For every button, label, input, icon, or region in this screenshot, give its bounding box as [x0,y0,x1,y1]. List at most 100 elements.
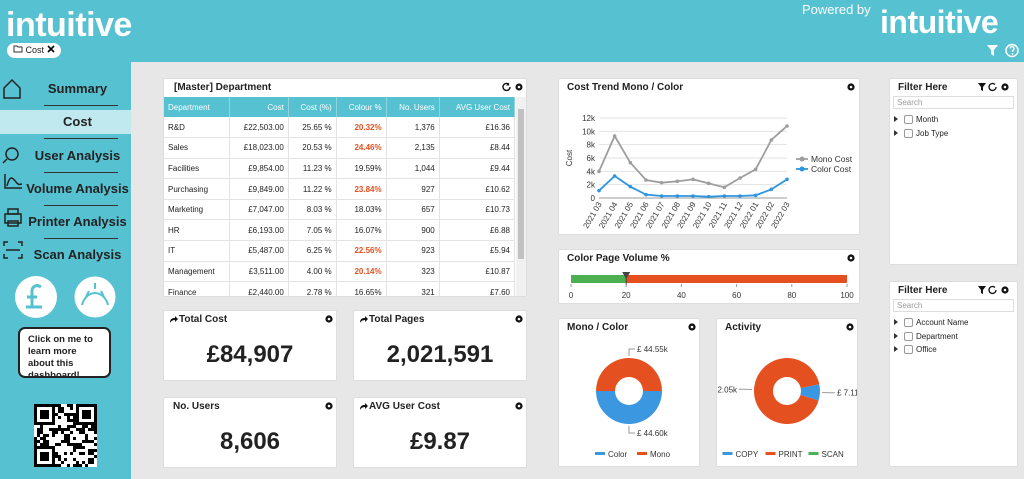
qr-cell [82,410,85,413]
kpi-title: Total Cost [179,314,228,325]
filter-chip[interactable]: Cost [7,43,61,58]
table-cell: 24.46% [336,137,387,159]
qr-cell [91,458,94,461]
qr-cell [43,446,46,449]
filter-tools[interactable] [978,285,1010,295]
action-buttons[interactable] [14,275,118,319]
legend-label: PRINT [779,450,803,459]
qr-cell [55,464,58,467]
legend-label: Mono Cost [811,154,853,164]
table-cell: 323 [386,261,440,283]
qr-cell [85,422,88,425]
qr-cell [46,458,49,461]
settings-icon[interactable] [846,82,856,92]
logo[interactable]: intuitive [6,6,132,44]
qr-cell [82,431,85,434]
settings-icon[interactable] [324,314,334,324]
filter-item[interactable]: Department [894,331,958,342]
scroll-thumb[interactable] [518,109,524,259]
scrollbar[interactable] [516,97,526,296]
nav-item[interactable]: User Analysis [34,148,121,163]
table-cell: 321 [386,281,440,296]
qr-cell [85,413,88,416]
qr-cell [40,404,43,407]
table-cell: 16.65% [336,281,387,296]
table-row: Marketing £7,047.00 8.03 % 18.03% 657 £10.73 [164,199,516,221]
nav-item[interactable]: Summary [47,81,108,96]
table-cell: £3,511.00 [229,261,289,283]
filter-icon [978,83,986,91]
settings-icon[interactable] [514,314,524,324]
arrow [894,332,898,339]
help-callout[interactable]: Click on me to learn more about this das… [18,327,111,381]
settings-icon[interactable] [845,322,855,332]
qr-cell [85,437,88,440]
table-cell: £8.44 [439,137,516,159]
nav-item[interactable]: Printer Analysis [28,214,127,229]
series-point [612,174,617,178]
legend-swatch [595,452,605,455]
qr-cell [34,404,37,407]
donut-chart: £ 7.11k £ 82.05k COPY PRINT SCAN [717,358,857,459]
filter-panel: Filter Here Search Account Name Department O… [889,281,1018,467]
y-tick-label: 4k [587,167,596,176]
qr-cell [70,425,73,428]
qr-cell [43,464,46,467]
table-cell: Marketing [164,199,231,221]
qr-cell [79,464,82,467]
legend-label: Color Cost [811,164,852,174]
nav-item[interactable]: Scan Analysis [33,247,122,262]
qr-cell [43,413,46,416]
settings-icon[interactable] [514,401,524,411]
qr-cell [49,446,52,449]
qr-cell [64,437,67,440]
series-point [753,167,758,172]
donut-panel: Mono / Color £ 44.60k £ 44.55k Color Mono [558,318,700,467]
legend-swatch [722,452,733,455]
table-cell: 22.56% [336,240,387,262]
settings-icon[interactable] [846,253,856,263]
arrow [170,316,178,323]
column-header: Cost [229,97,289,117]
table-row: Facilities £9,854.00 11.23 % 19.59% 1,044 £9.… [164,158,516,180]
qr-cell [58,443,61,446]
qr-cell [52,410,55,413]
qr-cell [34,446,37,449]
table-cell: £9.44 [439,158,516,180]
qr-cell [34,416,37,419]
qr-cell [37,428,40,431]
filter-item[interactable]: Job Type [894,128,948,139]
table-cell: £7,047.00 [229,199,289,221]
filter-label: Department [916,331,958,341]
qr-cell [46,464,49,467]
qr-cell [43,410,46,413]
value-label: £ 7.11k [837,389,857,398]
gear-hole [848,325,852,329]
nav-item[interactable]: Cost [0,110,131,134]
search-box[interactable]: Search [893,96,1014,109]
filter-tools[interactable] [978,82,1010,92]
y-tick-label: 0 [591,194,596,203]
table-cell: R&D [164,117,231,139]
panel-tools[interactable] [502,82,524,92]
kpi-value: £9.87 [409,428,471,455]
qr-cell [34,455,37,458]
table-cell: £2,440.00 [229,281,289,296]
qr-cell [49,428,52,431]
qr-cell [61,440,64,443]
settings-icon[interactable] [324,401,334,411]
qr-cell [40,446,43,449]
toolbar-icons[interactable] [986,43,1020,58]
nav-item[interactable]: Volume Analysis [26,181,129,196]
filter-item[interactable]: Office [894,344,937,355]
qr-cell [67,437,70,440]
filter-item[interactable]: Month [894,114,938,125]
filter-item[interactable]: Account Name [894,317,968,328]
qr-cell [34,440,37,443]
close-icon[interactable] [46,45,55,53]
qr-code[interactable] [34,404,97,467]
table-title: [Master] Department [174,82,272,93]
settings-icon[interactable] [687,322,697,332]
search-box[interactable]: Search [893,299,1014,312]
nav-divider [44,105,118,106]
